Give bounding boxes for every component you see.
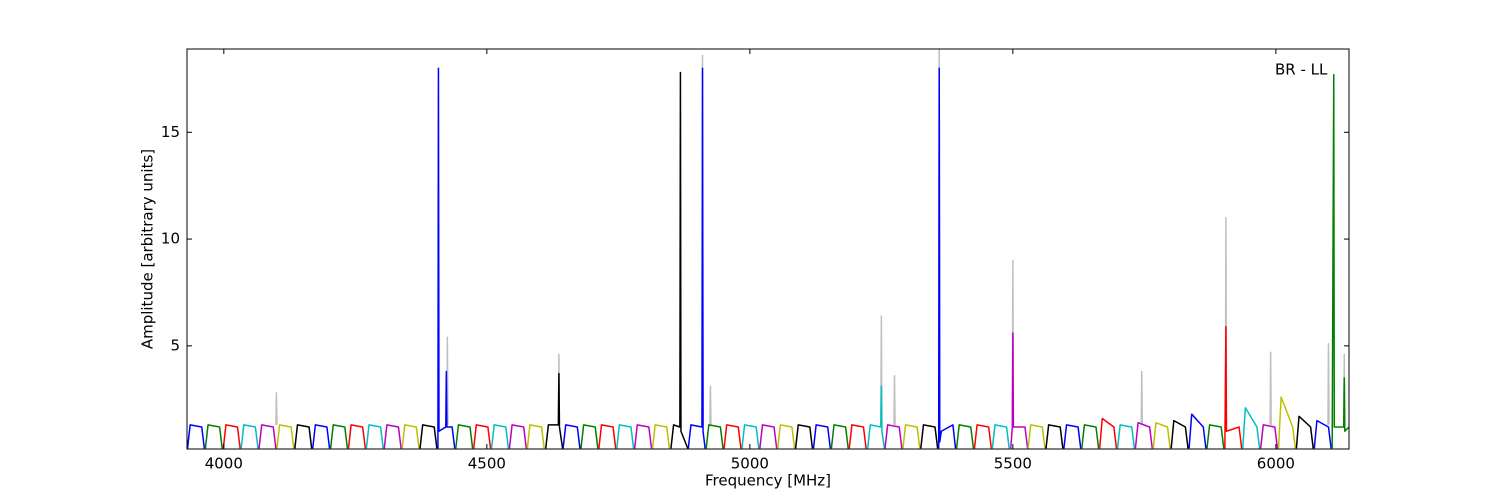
series-line — [258, 332, 1279, 449]
series-line — [204, 73, 1350, 449]
plot-area — [186, 48, 1350, 449]
y-tick-label: 15 — [161, 123, 180, 141]
x-tick-label: 4000 — [205, 455, 243, 473]
x-axis-label: Frequency [MHz] — [705, 472, 831, 490]
series-line — [240, 385, 1261, 449]
y-tick-label: 5 — [170, 336, 180, 354]
x-tick-label: 6000 — [1257, 455, 1295, 473]
series-line — [276, 396, 1297, 449]
series-line — [222, 325, 1243, 449]
series-line — [186, 67, 1332, 449]
y-tick-label: 10 — [161, 230, 180, 248]
x-tick-label: 5000 — [731, 455, 769, 473]
x-tick-label: 4500 — [468, 455, 506, 473]
series-line — [294, 71, 1314, 449]
x-tick-label: 5500 — [994, 455, 1032, 473]
axes-frame — [186, 48, 1350, 450]
y-axis-label: Amplitude [arbitrary units] — [139, 149, 157, 349]
annotation: BR - LL — [1275, 61, 1328, 79]
